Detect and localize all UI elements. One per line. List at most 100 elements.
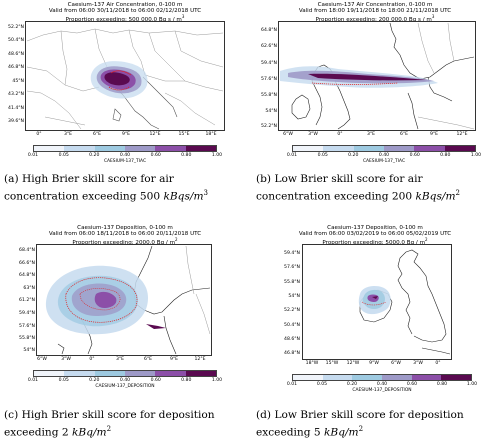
- colorbar-segment: [34, 371, 65, 376]
- caption: (b) Low Brier skill score for air concen…: [256, 173, 460, 203]
- x-tick-label: 0°: [36, 132, 42, 137]
- panel-title-line2: Valid from 06:00 03/02/2019 to 06:00 05/…: [298, 231, 452, 237]
- colorbar-tick-label: 0.80: [440, 153, 451, 158]
- x-tick-label: 6°W: [283, 132, 293, 137]
- colorbar-segment: [353, 146, 384, 151]
- colorbar: [33, 145, 217, 152]
- colorbar-name: CAESIUM-137_TIAC: [103, 159, 147, 164]
- y-axis-labels: 68.4°N 66.6°N 64.8°N 63°N 61.2°N 59.4°N …: [17, 244, 35, 356]
- caption-label: (d): [256, 409, 272, 421]
- colorbar-segment: [293, 375, 323, 380]
- colorbar-tick-label: 1.00: [470, 153, 482, 158]
- x-tick-label: 6°E: [399, 132, 409, 137]
- map-panel-b: [278, 21, 476, 131]
- x-tick-label: 18°E: [205, 132, 217, 137]
- caption-unit: kBqs/m: [163, 190, 204, 203]
- y-tick-label: 55.8°N: [19, 336, 35, 341]
- caption-label: (b): [256, 173, 272, 185]
- caption-unit: kBqs/m: [415, 190, 456, 203]
- panel-title-line3: Proportion exceeding: 500 000.0 Bq s / m…: [65, 14, 185, 23]
- colorbar-tick-label: 0.80: [436, 382, 448, 387]
- colorbar-segment: [322, 375, 353, 380]
- x-tick-label: 12°E: [456, 132, 468, 137]
- colorbar-segment: [185, 371, 216, 376]
- x-tick-label: 6°W: [37, 357, 47, 362]
- caption: (a) High Brier skill score for air conce…: [4, 173, 208, 203]
- y-tick-label: 68.4°N: [19, 248, 35, 253]
- colorbar-segment: [124, 371, 156, 376]
- colorbar: [292, 374, 472, 381]
- colorbar-tick-label: 0.20: [348, 153, 359, 158]
- y-tick-label: 52.2°N: [8, 25, 24, 30]
- caption-label: (c): [4, 409, 19, 421]
- colorbar-tick-label: 0.01: [286, 382, 298, 387]
- colorbar-segment: [185, 146, 216, 151]
- x-tick-label: 9°E: [429, 132, 439, 137]
- x-tick-label: 3°E: [366, 132, 376, 137]
- colorbar-tick-label: 0.01: [27, 378, 39, 383]
- y-tick-label: 48.6°N: [8, 52, 24, 57]
- figure-panel-c: Caesium-137 Deposition, 0-100 m Valid fr…: [0, 223, 250, 446]
- caption-unit: kBq/m: [323, 426, 359, 439]
- panel-title-line2: Valid from 06:00 30/11/2018 to 06:00 02/…: [48, 8, 202, 14]
- plume: [280, 66, 438, 88]
- colorbar-tick-label: 0.01: [27, 153, 39, 158]
- colorbar-name: CAESIUM-137_TIAC: [362, 159, 406, 164]
- colorbar-segment: [155, 371, 186, 376]
- x-tick-label: 6°W: [391, 361, 401, 366]
- country-borders: [185, 245, 211, 335]
- x-tick-label: 3°W: [61, 357, 71, 362]
- y-tick-label: 54°N: [23, 348, 35, 353]
- panel-title-line3: Proportion exceeding: 200 000.0 Bq s / m…: [315, 14, 435, 23]
- figure-panel-b: Caesium-137 Air Concentration, 0-100 m V…: [250, 0, 500, 223]
- colorbar-tick-label: 0.60: [150, 153, 161, 158]
- panel-title-line3: Proportion exceeding: 5000.0 Bq / m2: [322, 237, 428, 246]
- y-tick-label: 46.8°N: [284, 351, 300, 356]
- y-axis-labels: 64.8°N 62.6°N 59.4°N 57.6°N 55.8°N 54°N …: [259, 21, 277, 131]
- panel-title-line2: Valid from 18:00 19/11/2018 to 18:00 21/…: [298, 8, 452, 14]
- x-axis-labels: 0° 3°E 6°E 9°E 12°E 15°E 18°E: [25, 132, 225, 138]
- colorbar-tick-label: 0.05: [58, 378, 69, 383]
- x-tick-label: 9°E: [169, 357, 179, 362]
- colorbar-tick-label: 0.60: [409, 153, 420, 158]
- y-axis-labels: 52.2°N 50.4°N 48.6°N 46.8°N 45°N 43.2°N …: [6, 21, 24, 131]
- y-tick-label: 64.8°N: [19, 273, 35, 278]
- caption-label: (a): [4, 173, 19, 185]
- colorbar-segment: [64, 371, 95, 376]
- caption-text: High Brier skill score for air concentra…: [4, 173, 174, 203]
- colorbar-segment: [124, 146, 156, 151]
- colorbar-ticks: 0.01 0.05 0.20 0.40 0.60 0.80 1.00: [28, 153, 222, 159]
- y-tick-label: 45°N: [12, 79, 24, 84]
- map-svg: [36, 244, 212, 356]
- x-tick-label: 3°W: [413, 361, 423, 366]
- colorbar-tick-label: 0.40: [119, 153, 131, 158]
- y-tick-label: 48.6°N: [284, 337, 300, 342]
- panel-title-line1: Caesium-137 Air Concentration, 0-100 m: [317, 2, 433, 8]
- country-borders: [26, 28, 224, 130]
- y-tick-label: 50.4°N: [284, 323, 300, 328]
- colorbar-tick-label: 0.80: [181, 378, 192, 383]
- y-tick-label: 55.8°N: [284, 280, 300, 285]
- colorbar-segment: [382, 375, 412, 380]
- x-tick-label: 12°W: [346, 361, 360, 366]
- y-tick-label: 61.2°N: [19, 298, 35, 303]
- caption-unit: kBq/m: [71, 426, 107, 439]
- colorbar-segment: [155, 146, 186, 151]
- x-tick-label: 9°W: [369, 361, 379, 366]
- x-axis-labels: 6°W 3°W 0° 3°E 6°E 9°E 12°E: [36, 357, 212, 363]
- colorbar-tick-label: 0.20: [346, 382, 358, 387]
- colorbar-tick-label: 0.05: [58, 153, 69, 158]
- colorbar-segment: [352, 375, 383, 380]
- map-svg: [302, 244, 452, 360]
- map-panel-d: [302, 244, 452, 360]
- panel-title-line2: Valid from 06:00 18/11/2018 to 06:00 20/…: [48, 231, 202, 237]
- x-tick-label: 15°W: [325, 361, 339, 366]
- colorbar-ticks: 0.01 0.05 0.20 0.40 0.60 0.80 1.00: [287, 382, 477, 388]
- y-tick-label: 57.6°N: [261, 77, 277, 82]
- x-tick-label: 12°E: [194, 357, 206, 362]
- colorbar-segment: [94, 146, 125, 151]
- colorbar-segment: [414, 146, 445, 151]
- map-panel-a: [25, 21, 225, 131]
- x-axis-labels: 6°W 3°W 0° 3°E 6°E 9°E 12°E: [278, 132, 476, 138]
- colorbar-name: CAESIUM-137_DEPOSITION: [95, 384, 155, 389]
